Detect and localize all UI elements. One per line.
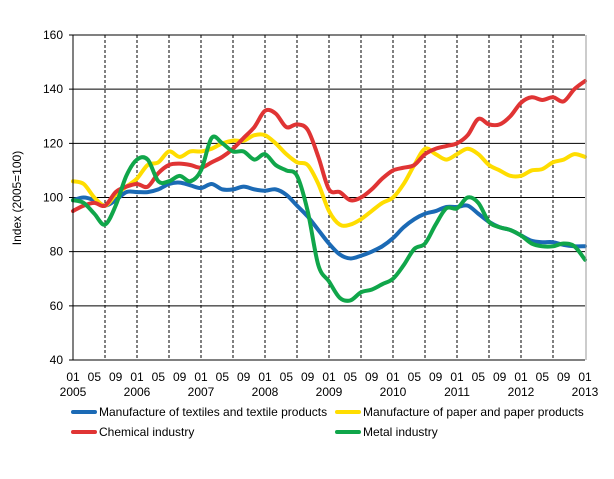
x-tick-month-label: 01 — [322, 370, 336, 384]
x-tick-year-label: 2013 — [572, 385, 599, 399]
x-tick-year-label: 2008 — [252, 385, 279, 399]
x-tick-month-label: 01 — [194, 370, 208, 384]
x-tick-year-label: 2005 — [60, 385, 87, 399]
y-tick-label: 40 — [50, 353, 64, 367]
y-axis-label: Index (2005=100) — [10, 151, 24, 245]
x-tick-month-label: 05 — [280, 370, 294, 384]
x-tick-year-label: 2012 — [508, 385, 535, 399]
series-line-4 — [71, 134, 587, 303]
x-tick-month-label: 05 — [88, 370, 102, 384]
x-tick-month-label: 09 — [301, 370, 315, 384]
axes: 40 60 80 100 120 140 160 01 05 09 01 05 09 01 05 09 01 05… — [43, 28, 599, 399]
x-tick-year-label: 2010 — [380, 385, 407, 399]
y-tick-label: 140 — [43, 82, 63, 96]
x-tick-month-label: 01 — [578, 370, 592, 384]
grid — [69, 34, 585, 361]
x-tick-month-label: 05 — [216, 370, 230, 384]
x-tick-month-label: 09 — [429, 370, 443, 384]
x-tick-month-label: 01 — [514, 370, 528, 384]
x-tick-month-label: 05 — [152, 370, 166, 384]
x-tick-month-label: 05 — [344, 370, 358, 384]
x-tick-month-label: 05 — [536, 370, 550, 384]
x-tick-year-label: 2009 — [316, 385, 343, 399]
x-tick-year-label: 2007 — [188, 385, 215, 399]
series-line-3 — [71, 79, 587, 214]
x-tick-month-label: 09 — [109, 370, 123, 384]
x-tick-month-label: 01 — [258, 370, 272, 384]
legend-label: Chemical industry — [99, 425, 194, 439]
series-lines — [71, 79, 587, 303]
legend-label: Manufacture of paper and paper products — [363, 405, 584, 419]
x-tick-month-label: 09 — [173, 370, 187, 384]
y-tick-label: 160 — [43, 28, 63, 42]
x-tick-month-label: 01 — [450, 370, 464, 384]
x-tick-month-label: 01 — [130, 370, 144, 384]
x-tick-month-label: 05 — [472, 370, 486, 384]
series-line-2 — [71, 132, 587, 228]
y-tick-label: 100 — [43, 191, 63, 205]
x-tick-month-label: 09 — [493, 370, 507, 384]
x-tick-year-label: 2006 — [124, 385, 151, 399]
legend-label: Metal industry — [363, 425, 438, 439]
x-tick-month-label: 01 — [66, 370, 80, 384]
legend-label: Manufacture of textiles and textile prod… — [99, 405, 327, 419]
legend: Manufacture of textiles and textile prod… — [71, 405, 584, 439]
x-tick-month-label: 05 — [408, 370, 422, 384]
x-tick-month-label: 09 — [557, 370, 571, 384]
x-tick-month-label: 09 — [365, 370, 379, 384]
y-tick-label: 80 — [50, 245, 64, 259]
y-tick-label: 120 — [43, 136, 63, 150]
x-tick-year-label: 2011 — [444, 385, 470, 399]
y-tick-label: 60 — [50, 299, 64, 313]
x-tick-month-label: 01 — [386, 370, 400, 384]
x-tick-month-label: 09 — [237, 370, 251, 384]
